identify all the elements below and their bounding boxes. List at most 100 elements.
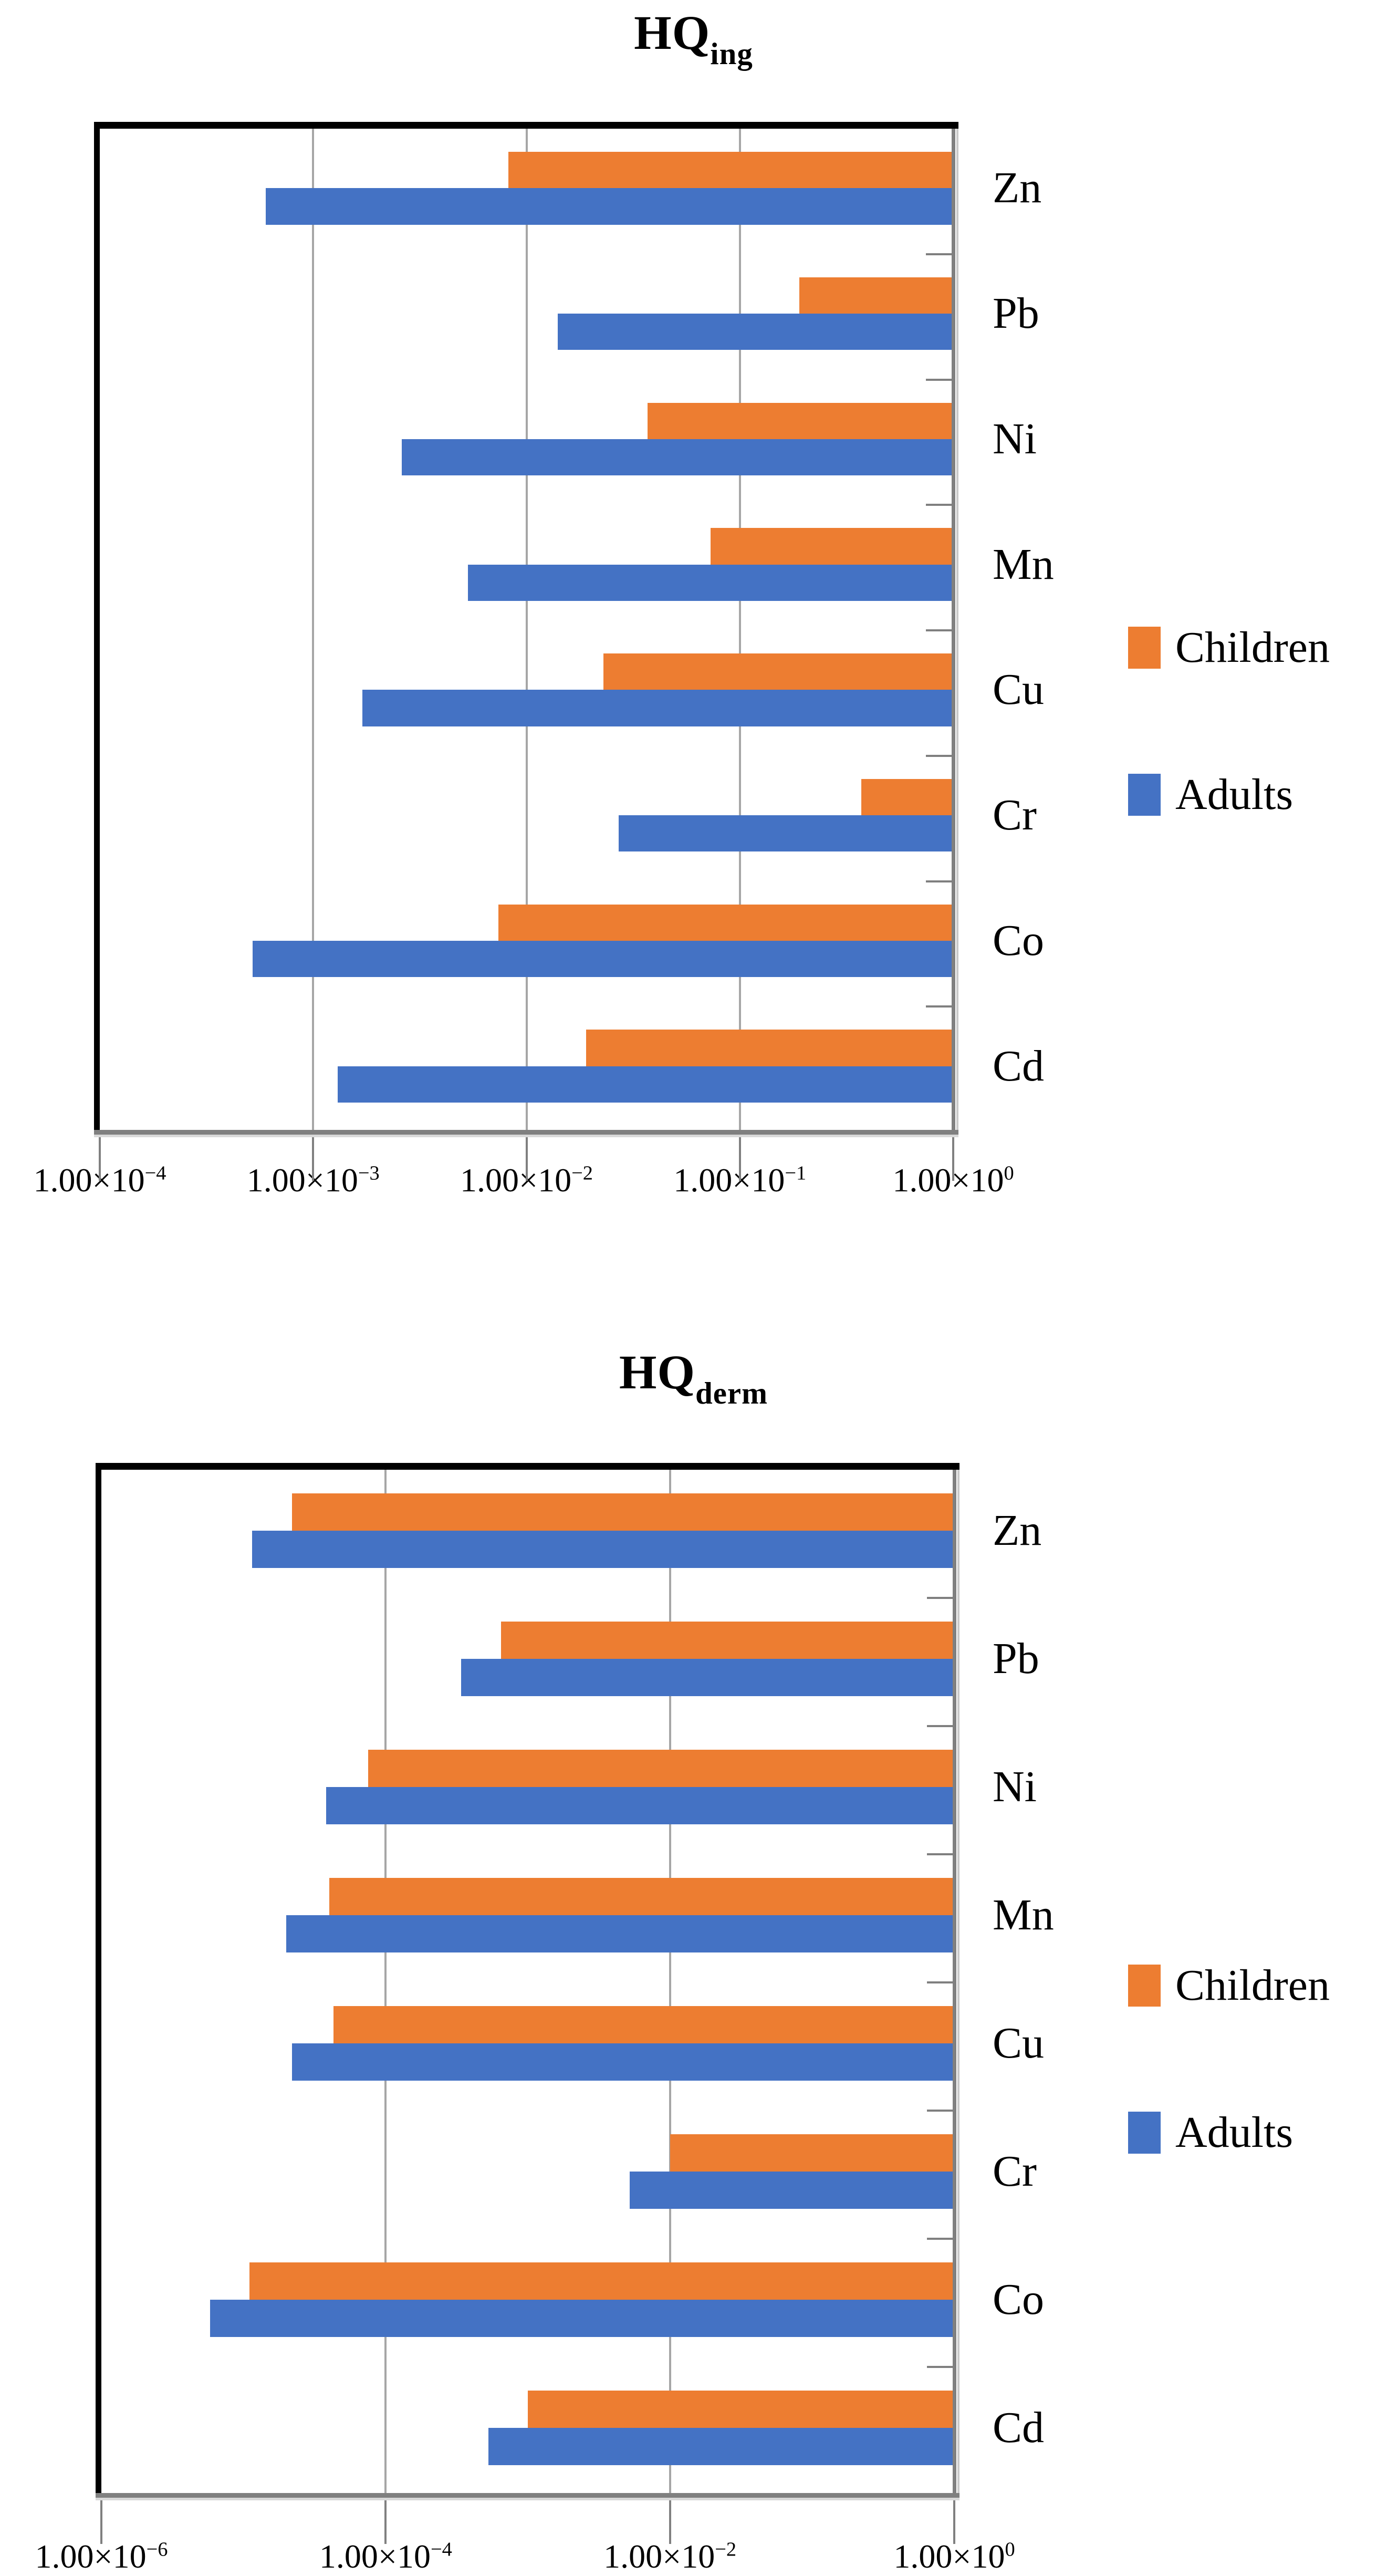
tick-mantissa: 1.00×10 [35,2538,147,2575]
category-label-zn: Zn [993,1505,1042,1555]
bar-children-cr [670,2134,954,2172]
gridline-10e-3 [312,129,315,1132]
bar-adults-mn [286,1915,954,1952]
bar-children-ni [368,1750,954,1787]
category-separator-tick [926,629,953,631]
x-axis-label-2: 1.00×10−2 [544,2537,796,2576]
x-axis-line-shadow [96,2498,960,2500]
tick-exponent: −4 [144,1162,166,1185]
legend-swatch-children [1128,1965,1161,2007]
legend-swatch-adults [1128,774,1161,816]
category-separator-tick [926,378,953,381]
tick-mantissa: 1.00×10 [460,1161,572,1199]
title-subscript: derm [695,1376,768,1410]
bar-adults-cr [618,815,953,852]
tick-exponent: 0 [1004,1162,1014,1185]
value-axis-line [952,129,955,1132]
plot-area-hq-derm [96,1463,960,2544]
category-separator-tick [926,504,953,506]
value-axis-line-shadow [957,1470,960,2495]
bar-children-cd [528,2391,954,2428]
x-axis-label-0: 1.00×10−4 [0,1161,226,1200]
bar-children-cd [586,1030,953,1066]
x-axis-tick [384,2498,387,2544]
bar-children-pb [501,1622,954,1659]
legend-label-children: Children [1175,623,1330,672]
x-axis-label-1: 1.00×10−3 [187,1161,439,1200]
x-axis-tick [312,1135,315,1181]
x-axis-tick [953,2498,955,2544]
bar-children-cu [333,2006,954,2043]
category-label-cd: Cd [993,1041,1045,1090]
tick-exponent: −2 [715,2538,737,2561]
legend-label-adults: Adults [1175,770,1294,819]
category-separator-tick [927,1853,954,1855]
bar-children-cr [861,778,953,816]
title-subscript: ing [710,36,753,71]
category-separator-tick [927,2238,954,2240]
chart-title-hq-derm: HQderm [0,1341,1387,1409]
x-axis-label-2: 1.00×10−2 [401,1161,653,1200]
plot-border-top [96,1463,960,1470]
bar-children-mn [329,1878,954,1915]
chart-title-hq-ing: HQing [0,1,1387,69]
plot-border-left [94,122,100,1132]
bar-children-zn [292,1493,954,1531]
plot-area-hq-ing [94,122,958,1181]
tick-mantissa: 1.00×10 [893,2538,1005,2575]
tick-mantissa: 1.00×10 [603,2538,715,2575]
x-axis-label-4: 1.00×100 [827,1161,1079,1200]
legend-label-children: Children [1175,1961,1330,2010]
category-label-mn: Mn [993,1890,1054,1939]
bar-children-cu [603,653,953,690]
category-label-cd: Cd [993,2403,1045,2452]
category-label-ni: Ni [993,414,1037,463]
x-axis-label-0: 1.00×10−6 [0,2537,227,2576]
x-axis-label-3: 1.00×100 [828,2537,1080,2576]
category-label-zn: Zn [993,163,1042,213]
value-axis-line-shadow [956,129,958,1132]
bar-children-co [249,2262,954,2300]
bar-children-ni [648,402,953,439]
bar-adults-pb [557,314,953,350]
category-label-mn: Mn [993,539,1054,589]
category-label-ni: Ni [993,1762,1037,1811]
tick-exponent: −3 [358,1162,380,1185]
tick-mantissa: 1.00×10 [246,1161,358,1199]
gridline-10e-1 [738,129,741,1132]
tick-mantissa: 1.00×10 [892,1161,1004,1199]
category-separator-tick [926,754,953,757]
tick-exponent: −1 [785,1162,807,1185]
bar-children-mn [711,528,953,565]
title-text: HQ [634,6,711,59]
tick-exponent: −2 [571,1162,593,1185]
bar-adults-cu [362,690,953,726]
bar-adults-cd [337,1066,953,1103]
value-axis-line [953,1470,956,2495]
x-axis-tick [525,1135,528,1181]
x-axis-line-shadow [94,1135,958,1137]
category-label-pb: Pb [993,1634,1039,1683]
legend-swatch-adults [1128,2112,1161,2154]
bar-adults-pb [461,1658,954,1696]
tick-exponent: −6 [146,2538,168,2561]
x-axis-tick [100,2498,102,2544]
gridline-10e-4 [384,1470,387,2495]
x-axis-tick [952,1135,954,1181]
bar-children-co [498,904,953,941]
gridline-10e-2 [669,1470,671,2495]
bar-adults-cd [488,2427,954,2465]
bar-adults-cr [629,2171,954,2209]
bar-adults-co [252,940,953,978]
category-separator-tick [927,2110,954,2112]
x-axis-line [96,2493,960,2498]
x-axis-label-3: 1.00×10−1 [614,1161,866,1200]
tick-mantissa: 1.00×10 [33,1161,145,1199]
category-label-co: Co [993,916,1045,965]
